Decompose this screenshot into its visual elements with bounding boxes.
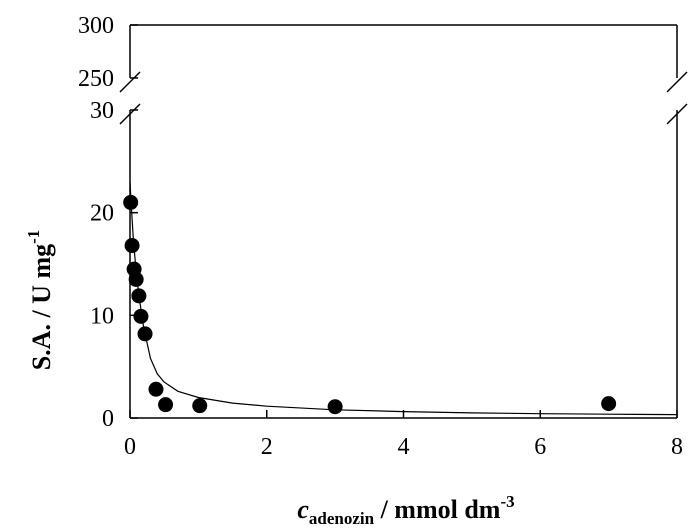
x-axis-title-rest: / mmol dm — [374, 495, 501, 524]
data-point — [131, 288, 147, 304]
x-tick-label: 2 — [261, 434, 273, 460]
data-point — [137, 326, 153, 342]
data-point — [192, 398, 208, 414]
data-point — [133, 308, 149, 324]
y-axis-title: S.A. / U mg-1 — [24, 230, 56, 371]
axis-break-right-upper — [666, 71, 688, 93]
y-tick-label: 0 — [102, 406, 114, 432]
data-point — [123, 194, 139, 210]
x-tick-label: 8 — [671, 434, 683, 460]
x-axis-title-superscript: -3 — [500, 492, 514, 511]
y-tick-label-upper: 300 — [78, 13, 114, 39]
axes — [119, 24, 688, 419]
data-point — [158, 397, 174, 413]
y-axis-title-main: S.A. / U mg — [27, 244, 56, 370]
x-axis-title-italic: c — [297, 495, 309, 524]
data-point — [124, 238, 140, 254]
axis-break-left-lower — [119, 103, 141, 125]
x-axis-title-subscript: adenozin — [309, 509, 375, 528]
data-point — [601, 396, 617, 412]
x-tick-label: 0 — [124, 434, 136, 460]
fit-curve — [129, 181, 678, 416]
y-axis-title-superscript: -1 — [24, 230, 43, 244]
y-tick-label-upper: 250 — [78, 66, 114, 92]
x-tick-label: 6 — [534, 434, 546, 460]
y-tick-label: 10 — [90, 303, 114, 329]
data-points-group — [123, 194, 617, 415]
fit-curve-group — [129, 181, 678, 416]
axis-break-left-upper — [119, 71, 141, 93]
y-tick-label: 20 — [90, 201, 114, 227]
tick-labels-group: 0 2 4 6 8 0 10 20 30 250 300 — [78, 13, 683, 460]
y-tick-label: 30 — [90, 98, 114, 124]
axis-break-right-lower — [666, 103, 688, 125]
x-tick-label: 4 — [398, 434, 410, 460]
data-point — [327, 399, 343, 415]
data-point — [148, 381, 164, 397]
x-axis-title: cadenozin / mmol dm-3 — [297, 492, 514, 528]
data-point — [128, 271, 144, 287]
